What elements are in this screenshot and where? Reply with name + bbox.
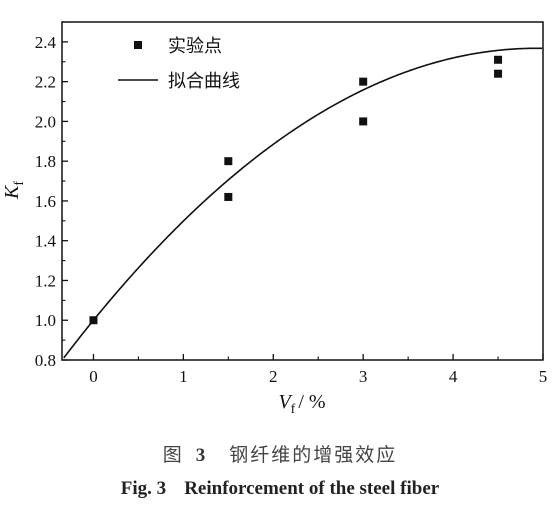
data-point — [89, 316, 98, 325]
x-tick-label: 3 — [359, 367, 368, 386]
x-tick-label: 5 — [539, 367, 548, 386]
data-point — [224, 192, 233, 201]
data-point — [224, 157, 233, 166]
data-point — [359, 77, 368, 86]
legend-label-line: 拟合曲线 — [168, 71, 240, 92]
x-tick-label: 4 — [449, 367, 458, 386]
data-point — [494, 69, 503, 78]
y-axis-label: Kf — [1, 181, 27, 200]
chart: 0 1 2 3 4 5 0.8 1.0 1.2 1.4 1.6 1.8 2.0 2.2 2.4 实验点拟合曲… — [1, 21, 548, 417]
plot-frame — [61, 21, 544, 361]
y-tick-label: 2.4 — [35, 33, 57, 52]
x-tick-label: 1 — [179, 367, 188, 386]
data-point — [359, 117, 368, 126]
y-tick-label: 1.8 — [35, 152, 56, 171]
y-tick-label: 0.8 — [35, 351, 56, 370]
caption-cn-title: 钢纤维的增强效应 — [229, 444, 398, 466]
y-tick-label: 2.2 — [35, 73, 56, 92]
y-tick-label: 1.0 — [35, 311, 56, 330]
x-axis-label: Vf / % — [278, 391, 325, 417]
fit-curve — [63, 47, 543, 359]
caption-cn-prefix: 图 — [162, 444, 184, 466]
y-tick-label: 2.0 — [35, 112, 56, 131]
y-tick-label: 1.2 — [35, 271, 56, 290]
y-tick-label: 1.6 — [35, 192, 56, 211]
legend-marker-points — [134, 41, 142, 49]
x-tick-label: 2 — [269, 367, 278, 386]
y-tick-label: 1.4 — [35, 232, 57, 251]
caption-cn-number: 3 — [195, 445, 208, 466]
figure-caption-english: Fig. 3 Reinforcement of the steel fiber — [0, 478, 560, 500]
figure-caption-chinese: 图 3 钢纤维的增强效应 — [0, 440, 560, 467]
data-point — [494, 55, 503, 64]
x-tick-label: 0 — [89, 367, 98, 386]
caption-en-title: Reinforcement of the steel fiber — [184, 478, 440, 499]
legend-label-points: 实验点 — [168, 36, 222, 57]
caption-en-number: Fig. 3 — [120, 478, 167, 499]
